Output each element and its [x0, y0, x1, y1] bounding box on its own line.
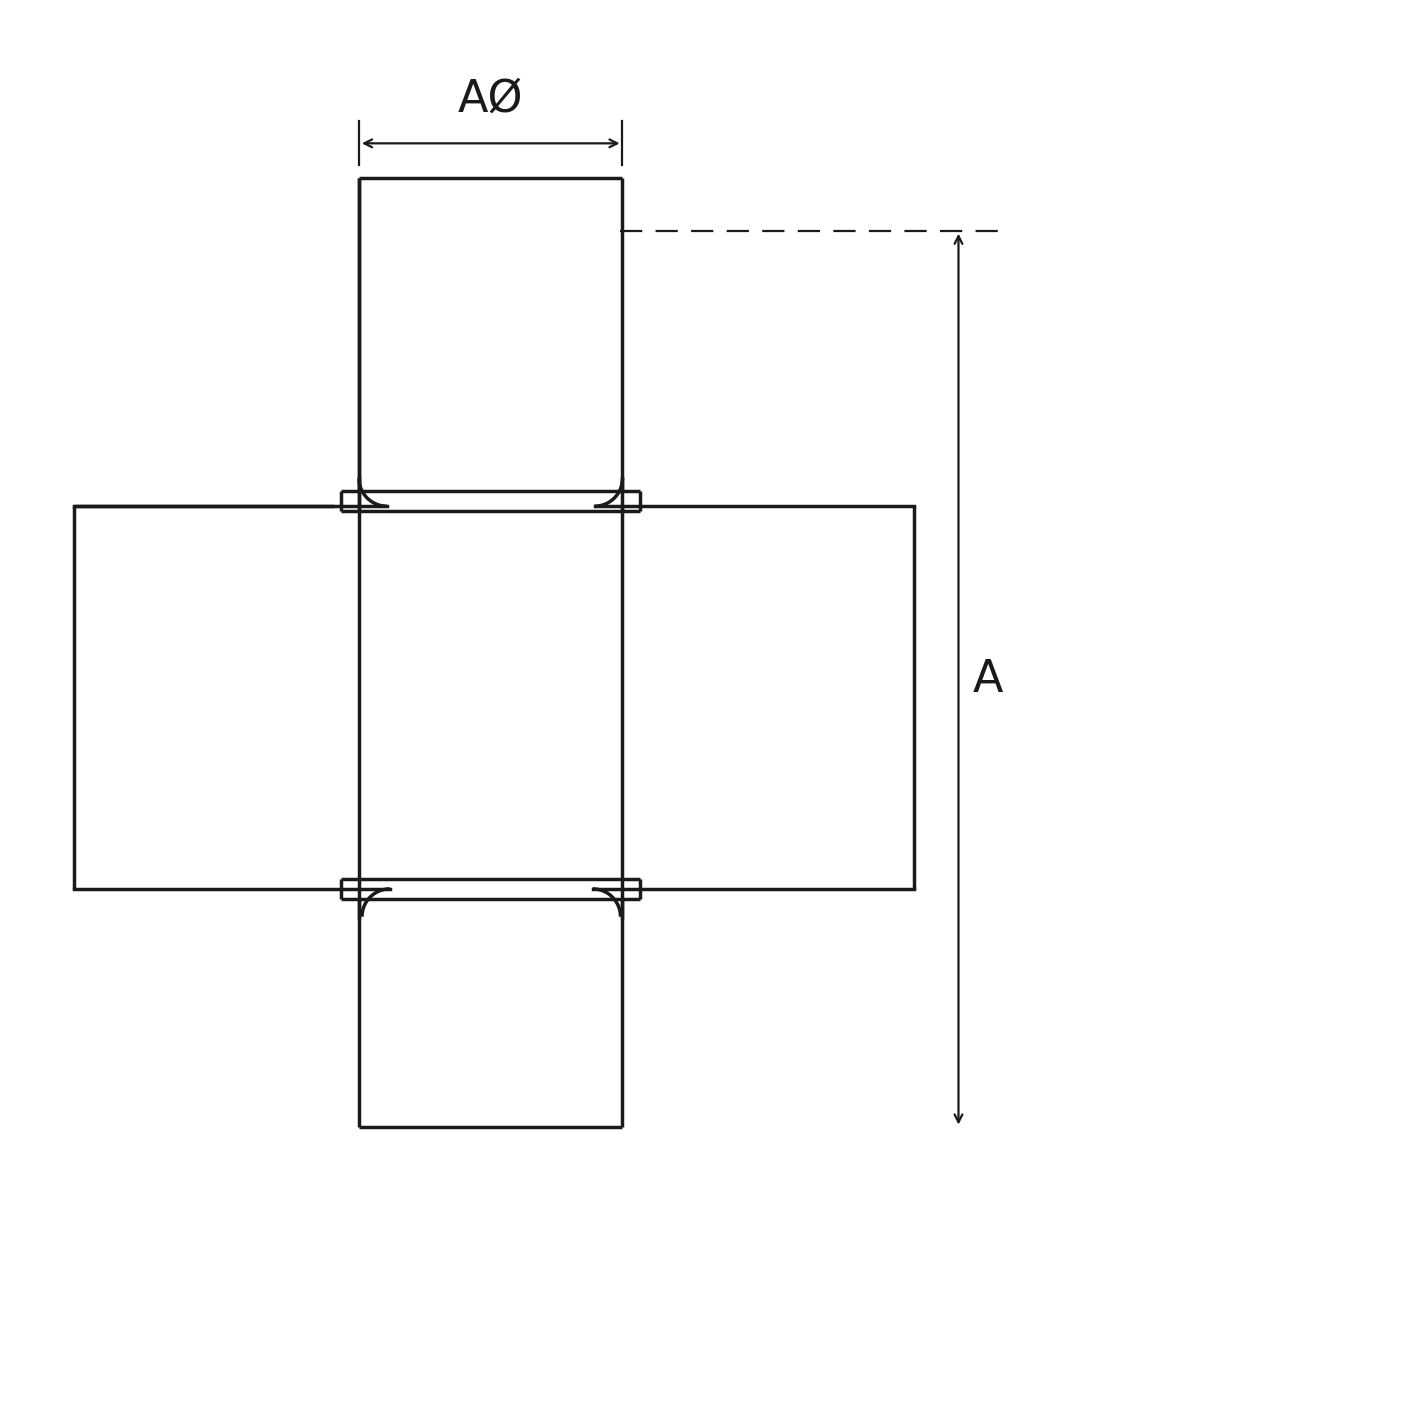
Text: A: A [973, 658, 1004, 700]
Text: AØ: AØ [458, 77, 523, 120]
